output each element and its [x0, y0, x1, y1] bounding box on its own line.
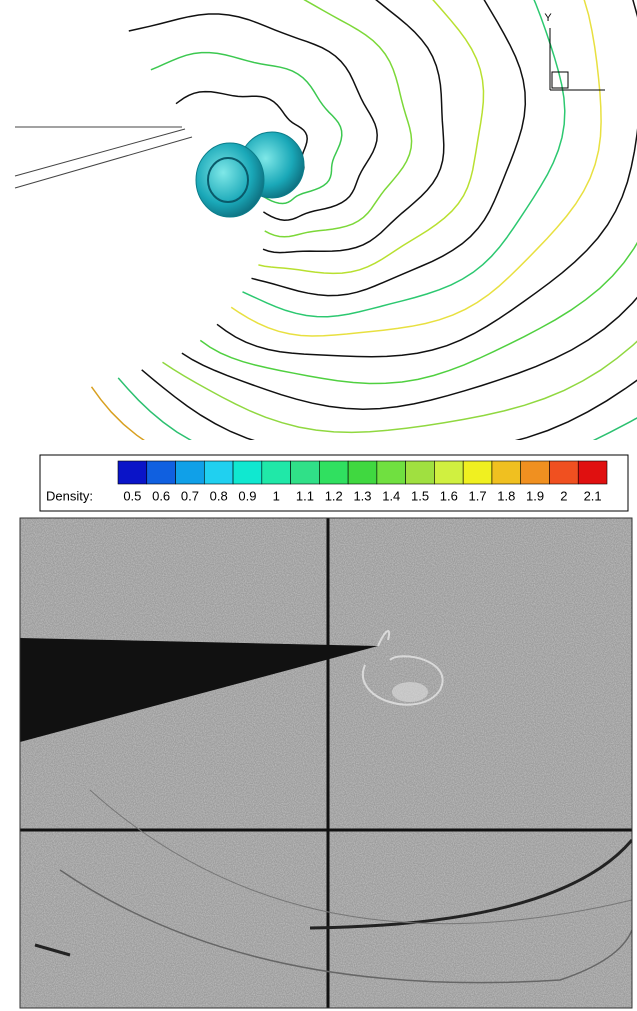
colorbar-swatch — [578, 461, 607, 484]
figure: Y 0.5 0.6 0.7 0.8 0.9 1 1.1 1.2 1.3 1.4 1.5 1.6 1.7 1… — [0, 0, 637, 1011]
colorbar-swatch — [204, 461, 233, 484]
photograph — [20, 518, 632, 1008]
colorbar-swatch — [406, 461, 435, 484]
colorbar-swatch — [118, 461, 147, 484]
colorbar-tick-label: 2 — [560, 488, 567, 503]
colorbar-tick-label: 0.9 — [238, 488, 256, 503]
colorbar-swatch — [463, 461, 492, 484]
colorbar-tick-label: 0.6 — [152, 488, 170, 503]
colorbar-swatch — [319, 461, 348, 484]
colorbar-swatch — [176, 461, 205, 484]
colorbar-tick-label: 1.5 — [411, 488, 429, 503]
colorbar-tick-label: 0.7 — [181, 488, 199, 503]
colorbar-label: Density: — [46, 488, 93, 503]
colorbar-swatch — [262, 461, 291, 484]
colorbar-tick-label: 1.9 — [526, 488, 544, 503]
contour-line — [92, 0, 637, 514]
colorbar-swatch — [233, 461, 262, 484]
colorbar-tick-label: 0.5 — [123, 488, 141, 503]
colorbar-tick-label: 1 — [273, 488, 280, 503]
vortex-isosurface — [196, 132, 304, 217]
axis-label: Y — [544, 12, 552, 24]
colorbar-swatch — [521, 461, 550, 484]
colorbar-swatch — [492, 461, 521, 484]
colorbar-tick-label: 1.8 — [497, 488, 515, 503]
colorbar-tick-label: 2.1 — [584, 488, 602, 503]
colorbar-swatch — [549, 461, 578, 484]
colorbar-swatch — [147, 461, 176, 484]
contour-line — [109, 0, 565, 317]
colorbar-tick-label: 1.3 — [353, 488, 371, 503]
contour-line — [142, 0, 637, 455]
colorbar-swatch — [291, 461, 320, 484]
colorbar: 0.5 0.6 0.7 0.8 0.9 1 1.1 1.2 1.3 1.4 1.5 1.6 1.7 1.8… — [118, 461, 607, 503]
colorbar-tick-label: 1.7 — [469, 488, 487, 503]
body-geometry — [15, 127, 192, 188]
colorbar-swatch — [348, 461, 377, 484]
contour-plot — [92, 0, 637, 514]
colorbar-swatch — [377, 461, 406, 484]
contour-line — [97, 0, 484, 273]
colorbar-tick-label: 1.2 — [325, 488, 343, 503]
colorbar-tick-label: 1.4 — [382, 488, 400, 503]
contour-line — [100, 0, 444, 253]
colorbar-swatch — [434, 461, 463, 484]
colorbar-tick-label: 1.6 — [440, 488, 458, 503]
contour-line — [111, 0, 411, 237]
contour-line — [123, 0, 601, 336]
colorbar-tick-label: 1.1 — [296, 488, 314, 503]
colorbar-tick-label: 0.8 — [210, 488, 228, 503]
